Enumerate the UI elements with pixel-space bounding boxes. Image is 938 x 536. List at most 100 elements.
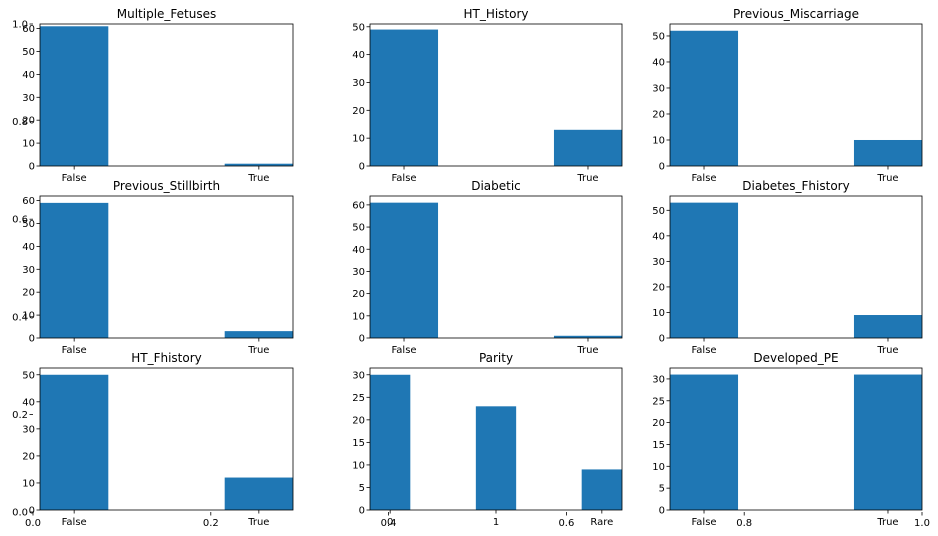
bar: [370, 29, 439, 166]
ytick-label: 30: [22, 265, 35, 276]
xtick-label: False: [691, 173, 716, 184]
axes-frame: [39, 367, 294, 511]
ytick-label: 10: [652, 135, 665, 146]
ytick-label: 30: [352, 370, 365, 381]
ytick-label: 5: [359, 483, 365, 494]
bar: [370, 202, 439, 338]
ytick-label: 20: [352, 106, 365, 117]
subplot-title: HT_Fhistory: [131, 351, 202, 365]
bar: [853, 139, 922, 166]
ytick-label: 50: [352, 223, 365, 234]
xtick-label: True: [576, 345, 598, 356]
ytick-label: 0: [659, 162, 665, 173]
background-ytick-label: 0.6: [12, 215, 28, 226]
xtick-label: False: [62, 517, 87, 528]
bar: [853, 374, 922, 510]
ytick-label: 30: [352, 267, 365, 278]
ytick-label: 40: [352, 245, 365, 256]
bar: [670, 30, 739, 167]
background-ytick-label: 0.0: [12, 508, 28, 519]
ytick-label: 40: [22, 242, 35, 253]
ytick-label: 20: [352, 415, 365, 426]
ytick-label: 5: [659, 484, 665, 495]
ytick-label: 0: [659, 334, 665, 345]
ytick-label: 40: [652, 57, 665, 68]
ytick-label: 0: [29, 506, 35, 517]
ytick-label: 20: [22, 288, 35, 299]
ytick-label: 40: [652, 231, 665, 242]
ytick-label: 10: [652, 462, 665, 473]
bar: [475, 406, 517, 510]
axes-frame: [669, 23, 923, 167]
ytick-label: 10: [352, 134, 365, 145]
axes-frame: [39, 23, 294, 167]
ytick-label: 30: [22, 424, 35, 435]
subplot-title: Previous_Miscarriage: [733, 7, 859, 21]
ytick-label: 50: [22, 219, 35, 230]
bar: [370, 374, 411, 510]
xtick-label: False: [62, 173, 87, 184]
subplot-title: Developed_PE: [753, 351, 838, 365]
ytick-label: 60: [352, 200, 365, 211]
ytick-label: 20: [652, 109, 665, 120]
ytick-label: 50: [22, 370, 35, 381]
ytick-label: 20: [352, 289, 365, 300]
subplot-title: HT_History: [463, 7, 528, 21]
ytick-label: 50: [652, 31, 665, 42]
background-ytick-label: 1.0: [12, 20, 28, 31]
ytick-label: 40: [22, 70, 35, 81]
subplot-diabetes-fhistory: 0 10 20 30 40 50 False True Diabetes_Fhistory: [652, 179, 923, 356]
ytick-label: 30: [652, 83, 665, 94]
subplot-title: Diabetes_Fhistory: [742, 179, 849, 193]
ytick-label: 60: [22, 24, 35, 35]
bar: [670, 374, 739, 510]
subplot-title: Diabetic: [471, 179, 521, 193]
ytick-label: 0: [29, 334, 35, 345]
xtick-label: 0: [387, 517, 393, 528]
xtick-label: True: [876, 173, 898, 184]
axes-frame: [669, 195, 923, 339]
subplot-previous-stillbirth: 0 10 20 30 40 50 60 False True Previous_Stillbirt…: [22, 179, 294, 356]
subplot-previous-miscarriage: 0 10 20 30 40 50 False True Previous_Miscarriage: [652, 7, 923, 184]
axes-frame: [39, 195, 294, 339]
ytick-label: 0: [659, 506, 665, 517]
background-xtick-label: 0.8: [736, 518, 752, 529]
ytick-label: 10: [22, 311, 35, 322]
bar: [40, 202, 109, 338]
bar: [670, 202, 739, 338]
ytick-label: 60: [22, 196, 35, 207]
ytick-label: 0: [29, 162, 35, 173]
bar: [224, 331, 293, 338]
background-ytick-label: 0.2: [12, 410, 28, 421]
xtick-label: 1: [493, 517, 499, 528]
bar: [553, 335, 622, 338]
ytick-label: 20: [652, 282, 665, 293]
ytick-label: 10: [22, 139, 35, 150]
subplot-title: Parity: [479, 351, 513, 365]
ytick-label: 30: [352, 78, 365, 89]
ytick-label: 20: [22, 116, 35, 127]
ytick-label: 10: [22, 478, 35, 489]
bar: [853, 315, 922, 338]
background-xtick-label: 0.0: [25, 518, 41, 529]
ytick-label: 10: [352, 460, 365, 471]
xtick-label: False: [691, 345, 716, 356]
xtick-label: False: [391, 173, 416, 184]
axes-frame: [369, 367, 623, 511]
xtick-label: True: [876, 517, 898, 528]
axes-frame: [369, 195, 623, 339]
ytick-label: 0: [359, 162, 365, 173]
axes-frame: [669, 367, 923, 511]
bar: [553, 129, 622, 166]
xtick-label: True: [247, 517, 269, 528]
ytick-label: 30: [652, 257, 665, 268]
xtick-label: True: [876, 345, 898, 356]
bar: [581, 469, 622, 510]
ytick-label: 50: [22, 47, 35, 58]
background-ytick-label: 0.8: [12, 117, 28, 128]
xtick-label: True: [576, 173, 598, 184]
subplot-diabetic: 0 10 20 30 40 50 60 False True Diabetic: [352, 179, 623, 356]
ytick-label: 0: [359, 506, 365, 517]
bar: [40, 26, 109, 166]
ytick-label: 50: [652, 206, 665, 217]
